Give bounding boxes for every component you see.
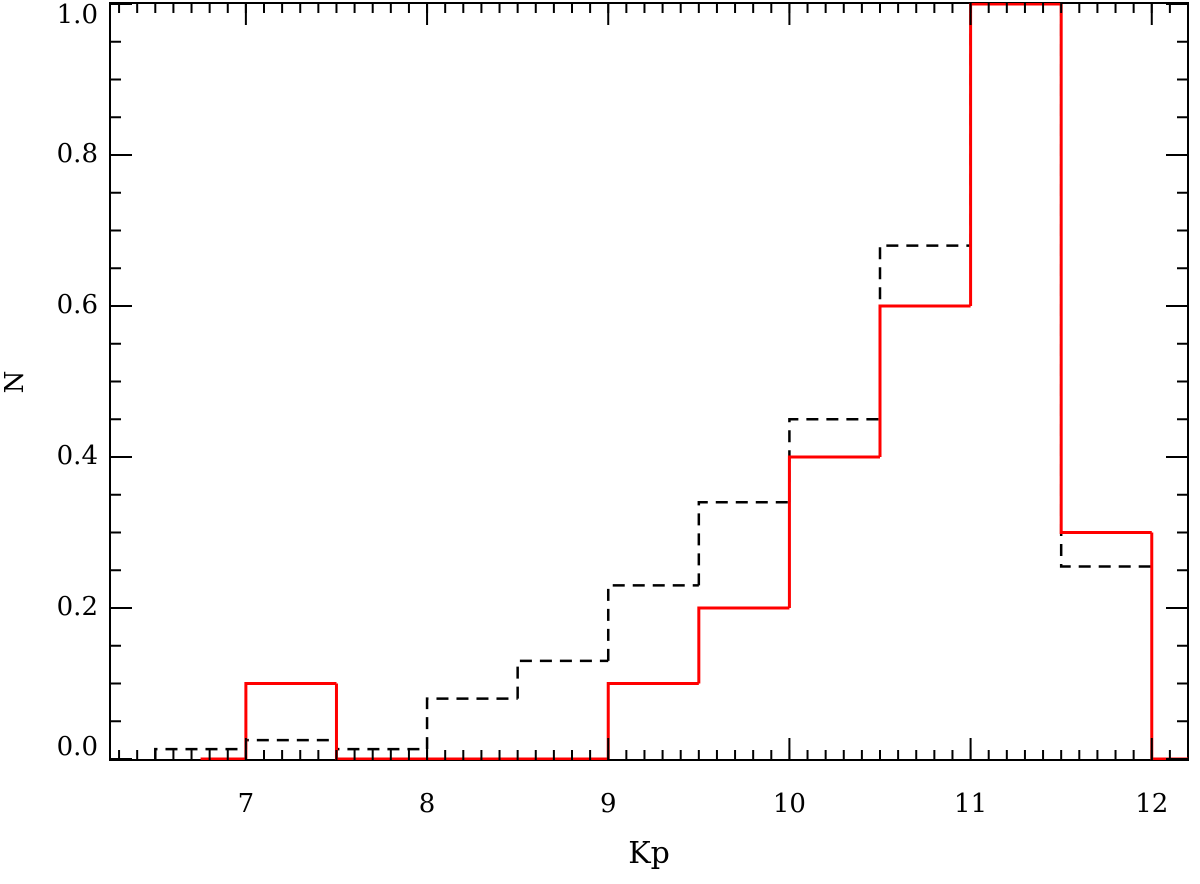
x-tick-label: 11 — [954, 789, 987, 819]
histogram-step — [697, 501, 790, 586]
histogram-step — [787, 455, 880, 608]
histogram-step — [969, 3, 1062, 246]
histogram-step — [335, 740, 428, 751]
x-tick-label: 7 — [238, 789, 255, 819]
histogram-step — [606, 682, 699, 759]
histogram-step — [788, 418, 880, 503]
histogram-step — [878, 304, 971, 457]
histogram-step — [878, 244, 971, 420]
histogram-step — [334, 683, 428, 760]
histogram-step — [1150, 532, 1188, 760]
x-tick-label: 12 — [1135, 789, 1168, 819]
x-tick-label: 9 — [600, 789, 617, 819]
y-tick-label: 0.8 — [57, 139, 98, 169]
y-tick-label: 1.0 — [57, 0, 98, 30]
y-tick-label: 0.6 — [57, 290, 98, 320]
x-tick-label: 8 — [419, 789, 436, 819]
histogram-step — [516, 659, 609, 699]
histogram-step — [697, 606, 790, 684]
histogram-step — [1059, 4, 1152, 568]
histogram-step — [244, 738, 337, 750]
histogram-step — [969, 3, 1062, 306]
plot-data — [154, 3, 1188, 760]
x-axis-label: Kp — [628, 836, 670, 871]
histogram-step — [1059, 4, 1152, 534]
y-tick-label: 0.0 — [57, 732, 98, 762]
y-tick-label: 0.4 — [57, 441, 98, 471]
x-tick-label: 10 — [773, 789, 806, 819]
histogram-step — [244, 682, 337, 759]
histogram-step — [425, 697, 518, 750]
y-tick-label: 0.2 — [57, 592, 98, 622]
plot-frame — [109, 2, 1189, 761]
histogram-step — [606, 584, 699, 661]
y-axis-label: N — [0, 371, 30, 394]
